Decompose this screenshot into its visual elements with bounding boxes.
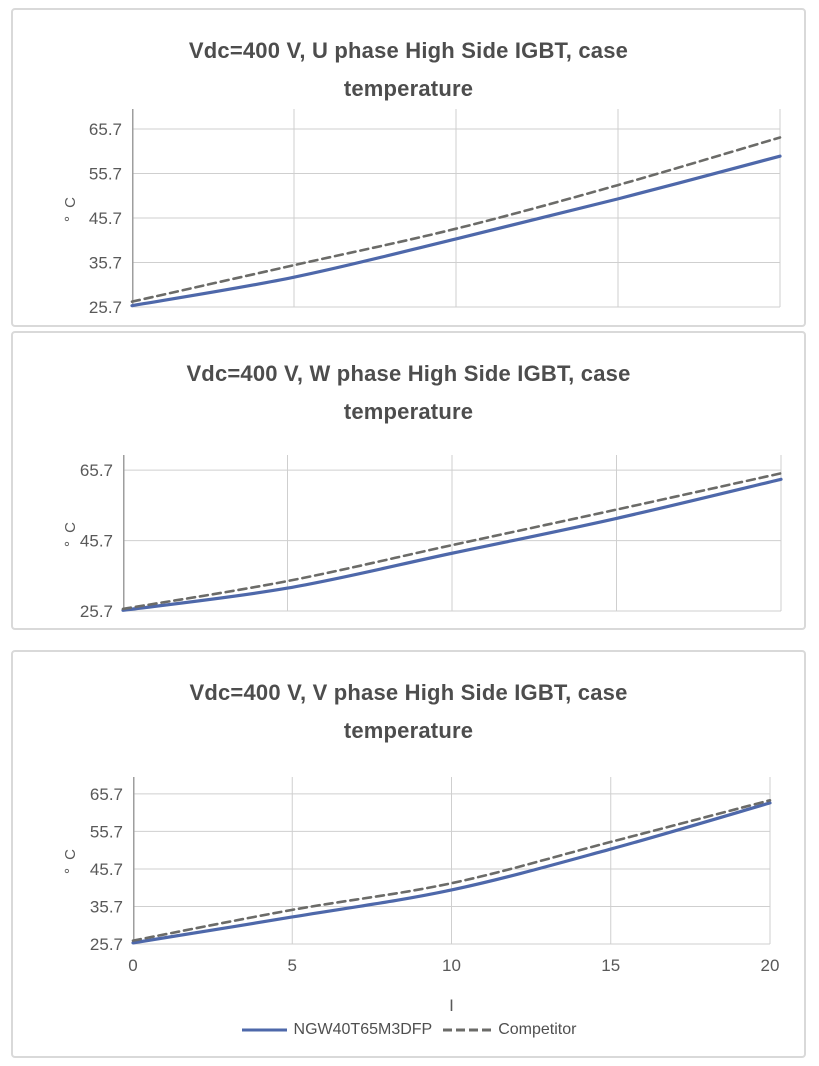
y-tick-label: 35.7 [90, 897, 123, 916]
x-tick-label: 15 [601, 956, 620, 975]
legend-solid-line-swatch [241, 1028, 287, 1032]
series-line-ngw40t65m3dfp [131, 801, 772, 945]
legend-label-ngw40t65m3dfp: NGW40T65M3DFP [293, 1021, 433, 1038]
plot-area: 25.7 35.7 45.7 55.7 65.7 0 5 10 15 20 [90, 777, 779, 975]
chart-title-line2: temperature [343, 399, 474, 424]
chart-panel-u-phase: Vdc=400 V, U phase High Side IGBT, case … [11, 8, 806, 327]
y-tick-label: 45.7 [90, 860, 123, 879]
series-line-competitor [131, 798, 772, 942]
chart-panel-v-phase: Vdc=400 V, V phase High Side IGBT, case … [11, 650, 806, 1058]
chart-legend: NGW40T65M3DFP Competitor [13, 1018, 804, 1042]
series-line-ngw40t65m3dfp [121, 477, 783, 612]
x-axis-title: I [449, 996, 454, 1015]
chart-title: Vdc=400 V, V phase High Side IGBT, case … [13, 674, 804, 750]
series-line-competitor [130, 136, 782, 303]
y-tick-label: 55.7 [90, 822, 123, 841]
y-tick-label: 25.7 [80, 602, 113, 621]
legend-item-ngw40t65m3dfp: NGW40T65M3DFP [241, 1021, 433, 1039]
plot-area: 25.7 45.7 65.7 [80, 455, 783, 621]
chart-title-line1: Vdc=400 V, V phase High Side IGBT, case [189, 680, 628, 705]
plot-area: 25.7 35.7 45.7 55.7 65.7 [89, 109, 782, 317]
y-tick-label: 65.7 [90, 785, 123, 804]
y-axis-label: ° C [61, 194, 79, 222]
legend-label-competitor: Competitor [498, 1021, 577, 1038]
y-tick-label: 55.7 [89, 164, 122, 183]
chart-title: Vdc=400 V, U phase High Side IGBT, case … [13, 32, 804, 108]
chart-title: Vdc=400 V, W phase High Side IGBT, case … [13, 355, 804, 431]
x-tick-label: 0 [128, 956, 137, 975]
legend-item-competitor: Competitor [442, 1021, 576, 1039]
y-tick-label: 45.7 [80, 532, 113, 551]
chart-panel-w-phase: Vdc=400 V, W phase High Side IGBT, case … [11, 331, 806, 630]
y-tick-label: 35.7 [89, 253, 122, 272]
y-tick-label: 45.7 [89, 209, 122, 228]
x-tick-label: 10 [442, 956, 461, 975]
series-line-ngw40t65m3dfp [130, 154, 782, 308]
y-axis-label: ° C [61, 519, 79, 547]
y-axis-label: ° C [61, 847, 79, 874]
y-axis-label-box: ° C [57, 109, 83, 307]
y-tick-label: 25.7 [89, 298, 122, 317]
chart-title-line1: Vdc=400 V, W phase High Side IGBT, case [186, 361, 631, 386]
chart-title-line2: temperature [343, 76, 474, 101]
y-tick-label: 25.7 [90, 935, 123, 954]
y-tick-label: 65.7 [89, 120, 122, 139]
x-tick-label: 5 [288, 956, 297, 975]
y-tick-label: 65.7 [80, 461, 113, 480]
series-line-competitor [121, 472, 783, 611]
chart-title-line2: temperature [343, 718, 474, 743]
x-tick-label: 20 [761, 956, 780, 975]
legend-dashed-line-swatch [443, 1028, 492, 1032]
chart-title-line1: Vdc=400 V, U phase High Side IGBT, case [188, 38, 629, 63]
y-axis-label-box: ° C [57, 777, 83, 944]
